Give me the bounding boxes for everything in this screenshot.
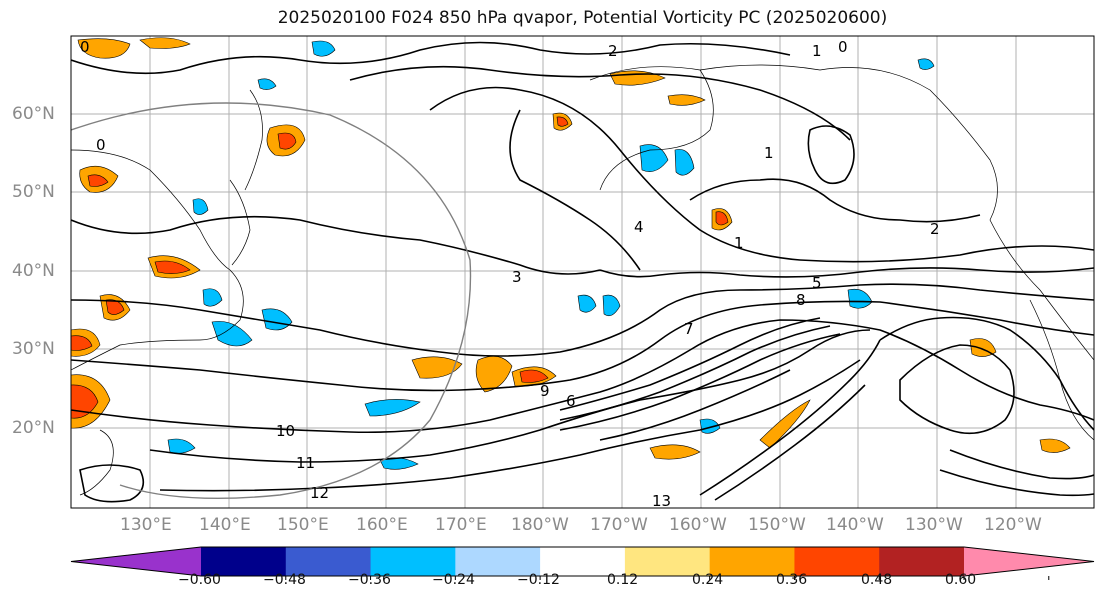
colorbar-tick-label: −0.60 [178, 572, 221, 588]
longitude-label: 150°W [748, 515, 806, 535]
strong-positive [556, 116, 569, 127]
colorbar-tick-label: −0.12 [517, 572, 560, 588]
positive-anomaly [759, 399, 811, 449]
map-title: 2025020100 F024 850 hPa qvapor, Potentia… [277, 8, 888, 28]
longitude-label: 130°W [905, 515, 963, 535]
negative-anomaly [699, 418, 721, 434]
contour-label: 2 [930, 220, 940, 238]
contour-label: 10 [276, 422, 295, 440]
colorbar-tick-label: 0.60 [945, 572, 977, 588]
negative-anomaly [364, 399, 421, 417]
positive-anomaly [667, 94, 706, 106]
latitude-label: 30°N [12, 339, 55, 359]
coastlines [71, 64, 1094, 496]
negative-anomaly [674, 149, 695, 176]
longitude-label: 170°W [590, 515, 648, 535]
colorbar-tick-label: −0.48 [263, 572, 306, 588]
contour-label: 4 [634, 218, 644, 236]
strong-positive [105, 299, 125, 315]
positive-anomaly [411, 356, 463, 379]
strong-positive [519, 369, 549, 383]
colorbar-tick-label: −0.36 [348, 572, 391, 588]
longitude-label: 160°W [669, 515, 727, 535]
longitude-label: 150°E [277, 515, 329, 535]
reference-circle [71, 102, 472, 500]
pv-anomaly-shading [71, 37, 1071, 470]
contour-label: 8 [796, 291, 806, 309]
negative-anomaly [639, 144, 669, 172]
longitude-label: 170°E [435, 515, 487, 535]
contour-label: 5 [812, 274, 822, 292]
positive-anomaly [139, 37, 191, 49]
colorbar-segment [455, 547, 541, 576]
longitude-label: 130°E [120, 515, 172, 535]
colorbar-tick-label: 0.36 [776, 572, 808, 588]
negative-anomaly [602, 294, 621, 317]
colorbar-segment [794, 547, 880, 576]
contour-label: 3 [512, 268, 522, 286]
strong-positive [87, 174, 109, 187]
contour-label-layer: 0 0 1 2 1 0 1 2 3 4 5 7 8 9 10 11 12 13 … [80, 38, 940, 510]
negative-anomaly [202, 288, 223, 307]
longitude-label: 120°W [984, 515, 1042, 535]
contour-label: 2 [608, 42, 618, 60]
latitude-label: 50°N [12, 182, 55, 202]
contour-label: 1 [734, 234, 744, 252]
colorbar-tick-label: 0.12 [607, 572, 639, 588]
strong-positive [71, 335, 93, 351]
contour-label: 12 [310, 484, 329, 502]
colorbar-segment [879, 547, 965, 576]
negative-anomaly [577, 294, 597, 313]
colorbar-extend-high [964, 547, 1094, 576]
contour-label: 0 [80, 38, 90, 56]
colorbar-tick-label: 0.24 [692, 572, 724, 588]
colorbar-segment [540, 547, 626, 576]
contour-label: 0 [838, 38, 848, 56]
colorbar-segment [285, 547, 372, 576]
colorbar-segment [709, 547, 795, 576]
pv-contours [71, 41, 1094, 503]
negative-anomaly [211, 321, 253, 347]
colorbar-segment [201, 547, 287, 576]
positive-anomaly [1039, 438, 1071, 453]
negative-anomaly [192, 198, 209, 215]
contour-label: 13 [652, 492, 671, 510]
contour-label: 7 [684, 320, 694, 338]
map-frame [70, 35, 1095, 509]
strong-positive [154, 260, 191, 274]
negative-anomaly [257, 78, 277, 90]
positive-anomaly [77, 38, 131, 59]
longitude-label: 160°E [356, 515, 408, 535]
latitude-label: 40°N [12, 261, 55, 281]
strong-positive [715, 211, 729, 226]
positive-anomaly [649, 444, 701, 460]
negative-anomaly [917, 58, 935, 70]
contour-label: 1 [764, 144, 774, 162]
latitude-label: 60°N [12, 104, 55, 124]
contour-label: 6 [566, 392, 576, 410]
colorbar-extend-low [71, 547, 201, 576]
contour-label: 1 [812, 42, 822, 60]
colorbar-segments [70, 546, 1095, 577]
contour-label: 11 [296, 454, 315, 472]
latitude-label: 20°N [12, 418, 55, 438]
contour-label: 9 [540, 382, 550, 400]
colorbar-tick-label: 0.48 [861, 572, 893, 588]
colorbar-tick-label: −0.24 [432, 572, 475, 588]
negative-anomaly [311, 40, 336, 57]
colorbar-tick-marks [285, 576, 1050, 580]
contour-label: 0 [96, 136, 106, 154]
colorbar-segment [370, 547, 456, 576]
colorbar-segment [624, 547, 711, 576]
longitude-label: 140°W [826, 515, 884, 535]
strong-positive [277, 132, 297, 150]
colorbar-outline [70, 546, 1095, 577]
strong-positive [71, 384, 99, 419]
longitude-label: 180°W [511, 515, 569, 535]
longitude-label: 140°E [199, 515, 251, 535]
